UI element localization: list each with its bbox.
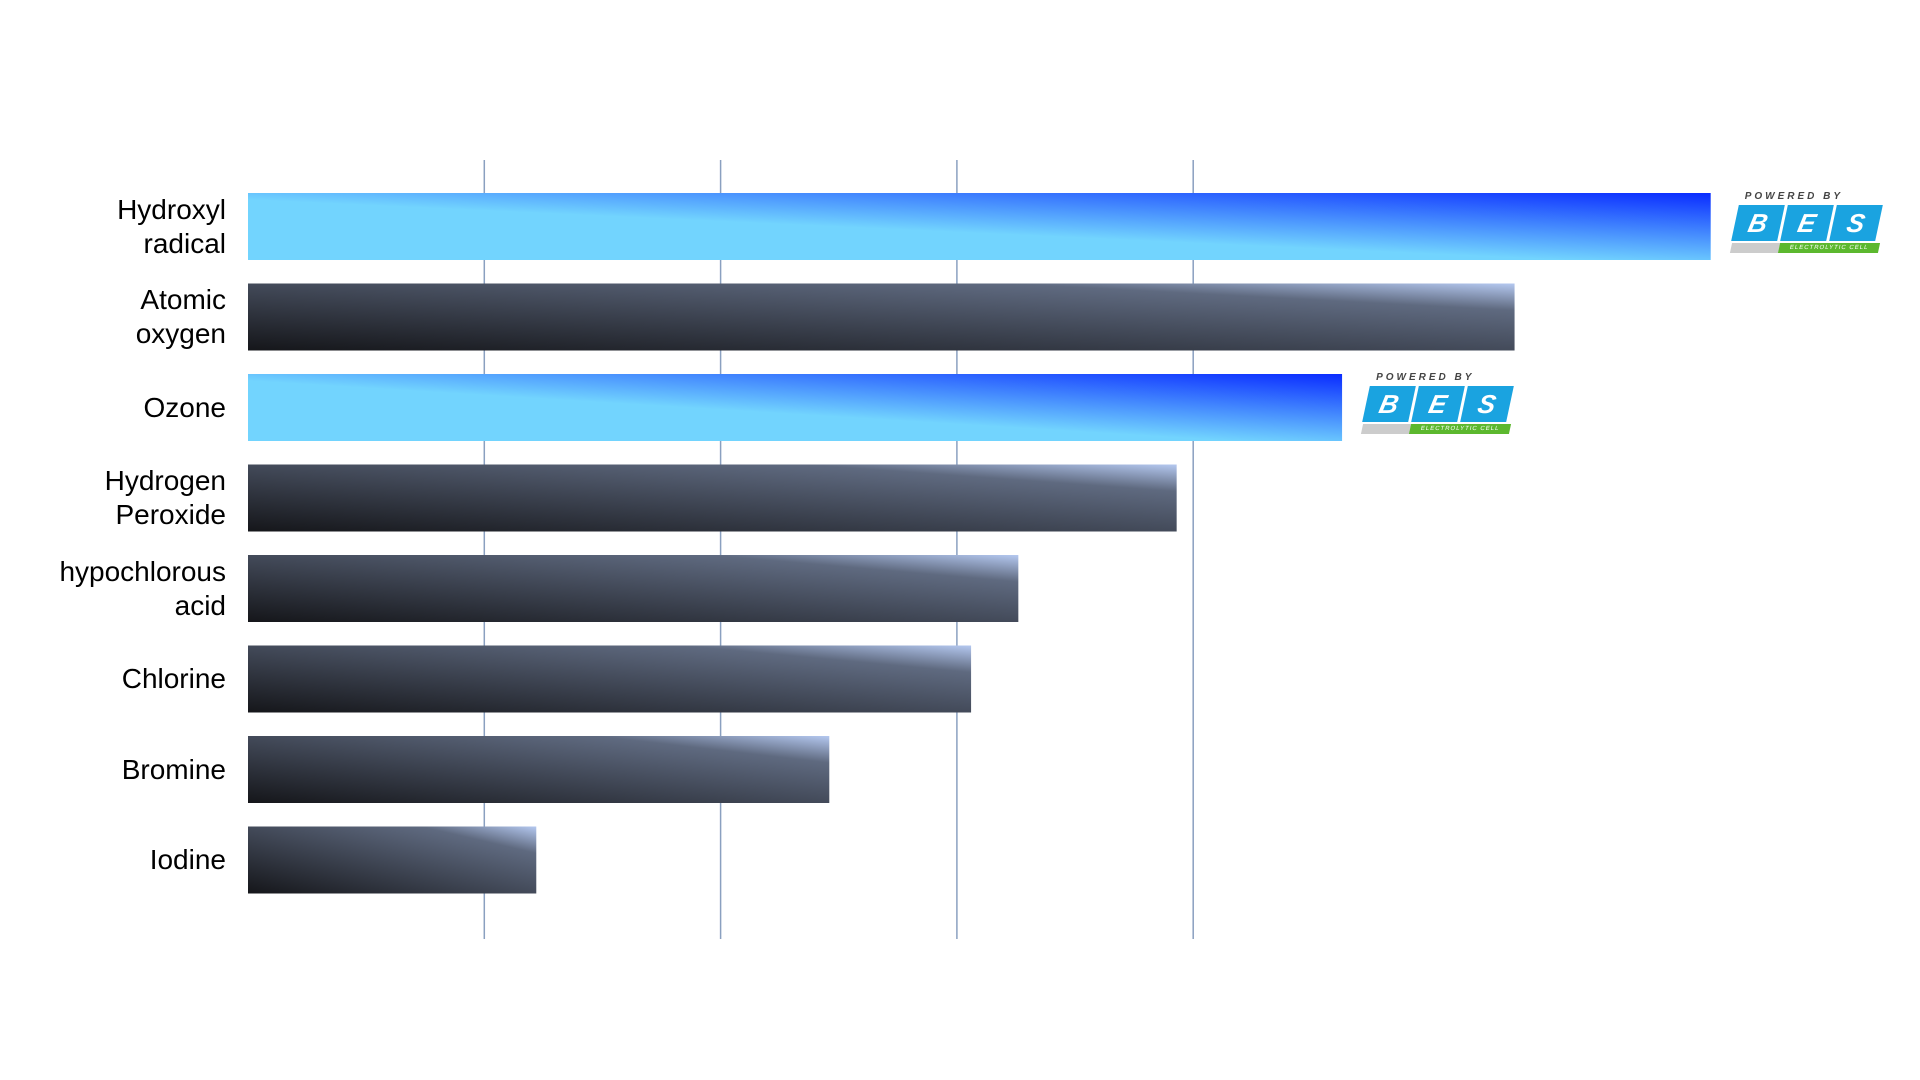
category-label: hypochlorous acid (59, 555, 226, 621)
category-label: Ozone (143, 391, 227, 423)
bar (248, 645, 972, 713)
logo-letter: E (1411, 386, 1465, 422)
logo-tagline: ELECTROLYTIC CELL (1777, 243, 1880, 253)
category-label: Bromine (121, 753, 226, 785)
logo-letter: E (1779, 205, 1834, 241)
logo-letter: B (1730, 205, 1785, 241)
bar (248, 193, 1711, 260)
category-label: Hydrogen Peroxide (104, 465, 226, 530)
logo-letter: B (1362, 386, 1416, 422)
category-label: Hydroxyl radical (117, 193, 226, 259)
bes-logo: POWERED BY B E S ELECTROLYTIC CELL (1729, 191, 1891, 257)
logo-letter: S (1828, 205, 1883, 241)
logo-tagline: ELECTROLYTIC CELL (1408, 424, 1512, 434)
logo-grey-strip (1729, 243, 1780, 253)
bar (248, 736, 830, 803)
bar (248, 555, 1019, 622)
category-label: Chlorine (121, 663, 226, 694)
category-label: Iodine (149, 844, 226, 875)
logo-powered-by: POWERED BY (1744, 191, 1844, 202)
bar (248, 826, 537, 894)
logo-powered-by: POWERED BY (1376, 372, 1475, 383)
logo-letter: S (1460, 386, 1514, 422)
bes-logo: POWERED BY B E S ELECTROLYTIC CELL (1360, 372, 1522, 438)
bar (248, 374, 1343, 441)
category-label: Atomic oxygen (135, 284, 226, 349)
bar (248, 283, 1515, 351)
logo-grey-strip (1360, 424, 1412, 434)
bar (248, 464, 1177, 532)
